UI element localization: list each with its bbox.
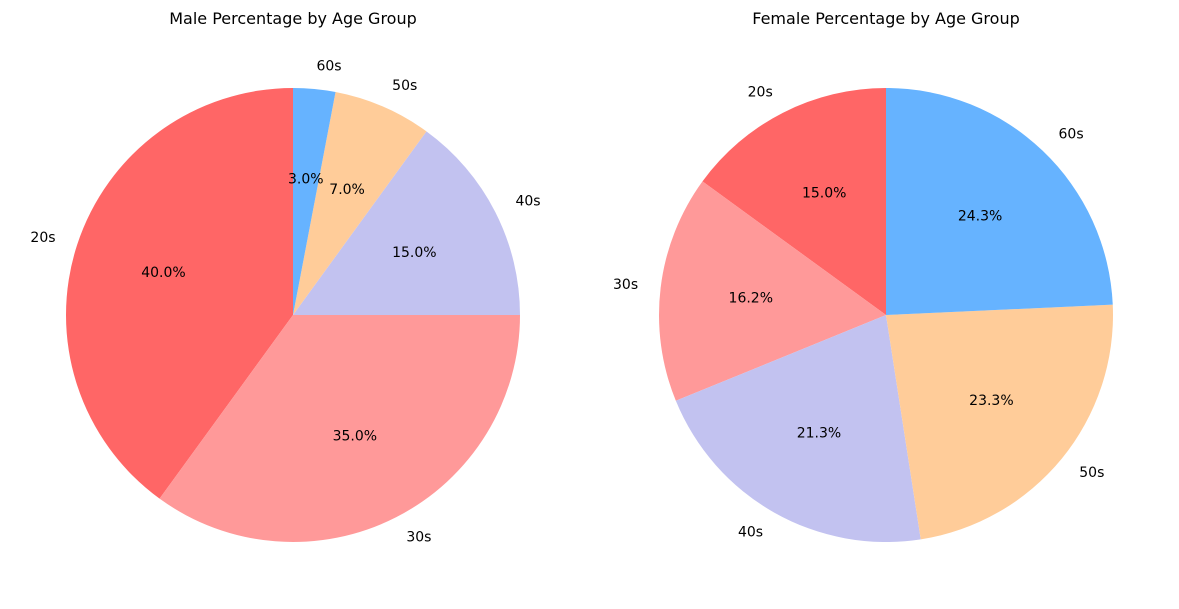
male-value-label-60s: 3.0%	[288, 171, 324, 187]
female-value-label-50s: 23.3%	[969, 393, 1013, 409]
male-value-label-30s: 35.0%	[333, 428, 377, 444]
male-category-label-30s: 30s	[406, 529, 431, 545]
male-category-label-20s: 20s	[30, 230, 55, 246]
female-chart-title: Female Percentage by Age Group	[752, 9, 1019, 28]
female-category-label-20s: 20s	[748, 84, 773, 100]
male-category-label-50s: 50s	[392, 78, 417, 94]
female-value-label-40s: 21.3%	[797, 426, 841, 442]
male-slice-30s	[159, 315, 520, 542]
female-value-label-30s: 16.2%	[729, 291, 773, 307]
female-slice-40s	[675, 315, 921, 542]
female-value-label-20s: 15.0%	[802, 186, 846, 202]
female-pie-panel: Female Percentage by Age Group 20s 15.0% 3…	[590, 0, 1179, 609]
female-slice-60s	[886, 88, 1113, 315]
female-category-label-60s: 60s	[1059, 126, 1084, 142]
female-slice-50s	[886, 304, 1113, 540]
male-value-label-40s: 15.0%	[392, 245, 436, 261]
male-value-label-20s: 40.0%	[141, 265, 185, 281]
female-category-label-40s: 40s	[738, 524, 763, 540]
male-slice-20s	[66, 88, 293, 499]
male-value-label-50s: 7.0%	[329, 182, 365, 198]
male-slice-50s	[293, 92, 427, 315]
male-category-label-60s: 60s	[316, 58, 341, 74]
male-chart-title: Male Percentage by Age Group	[169, 9, 417, 28]
female-value-label-60s: 24.3%	[958, 209, 1002, 225]
male-pie-panel: Male Percentage by Age Group 20s 40.0% 30s…	[0, 0, 589, 609]
male-slice-40s	[293, 131, 520, 315]
female-slice-30s	[659, 181, 886, 401]
female-pie-chart: Female Percentage by Age Group 20s 15.0% 3…	[613, 9, 1113, 542]
female-slice-20s	[702, 88, 886, 315]
female-category-label-30s: 30s	[613, 277, 638, 293]
male-pie-chart: Male Percentage by Age Group 20s 40.0% 30s…	[30, 9, 540, 545]
male-slice-60s	[293, 88, 336, 315]
female-category-label-50s: 50s	[1079, 465, 1104, 481]
male-category-label-40s: 40s	[515, 194, 540, 210]
